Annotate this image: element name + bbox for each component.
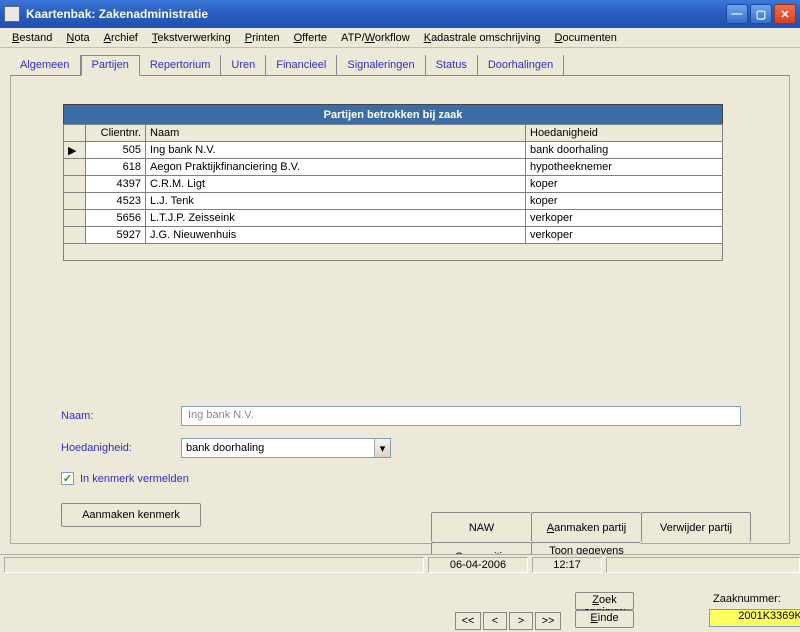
nav-first-button[interactable]: <<	[455, 612, 481, 630]
window-title: Kaartenbak: Zakenadministratie	[26, 7, 726, 21]
menu-archief[interactable]: Archief	[98, 30, 144, 46]
menu-atp[interactable]: ATP/Workflow	[335, 30, 416, 46]
menu-documenten[interactable]: Documenten	[549, 30, 623, 46]
menu-bestand[interactable]: Bestand	[6, 30, 58, 46]
hoedanigheid-value: bank doorhaling	[182, 442, 374, 454]
tabs-row: Algemeen Partijen Repertorium Uren Finan…	[10, 54, 790, 76]
einde-button[interactable]: Einde	[575, 610, 634, 628]
status-time: 12:17	[532, 557, 602, 573]
tab-partijen[interactable]: Partijen	[81, 55, 140, 76]
table-title: Partijen betrokken bij zaak	[63, 104, 723, 124]
naw-button[interactable]: NAW	[431, 512, 531, 542]
aanmaken-partij-button[interactable]: Aanmaken partij	[531, 512, 641, 542]
table-row[interactable]: 5656 L.T.J.P. Zeisseink verkoper	[64, 210, 723, 227]
tab-algemeen[interactable]: Algemeen	[10, 55, 81, 75]
minimize-button[interactable]: —	[726, 4, 748, 24]
zoek-opnieuw-button[interactable]: Zoek opnieuw	[575, 592, 634, 610]
app-icon	[4, 6, 20, 22]
tab-panel: Partijen betrokken bij zaak Clientnr. Na…	[10, 76, 790, 544]
menu-nota[interactable]: Nota	[60, 30, 95, 46]
kenmerk-checkbox-label: In kenmerk vermelden	[80, 473, 189, 485]
hoedanigheid-combobox[interactable]: bank doorhaling ▾	[181, 438, 391, 458]
statusbar: 06-04-2006 12:17	[0, 554, 800, 574]
col-clientnr[interactable]: Clientnr.	[86, 125, 146, 142]
table-row[interactable]: 4397 C.R.M. Ligt koper	[64, 176, 723, 193]
aanmaken-kenmerk-button[interactable]: Aanmaken kenmerk	[61, 503, 201, 527]
col-hoedanigheid[interactable]: Hoedanigheid	[526, 125, 723, 142]
status-seg-right	[606, 557, 800, 573]
hoedanigheid-label: Hoedanigheid:	[61, 442, 181, 454]
menu-tekst[interactable]: Tekstverwerking	[146, 30, 237, 46]
verwijder-partij-button[interactable]: Verwijder partij	[641, 512, 751, 542]
zaaknummer-label: Zaaknummer:	[709, 592, 800, 609]
tab-financieel[interactable]: Financieel	[266, 55, 337, 75]
table-row[interactable]: ▶ 505 Ing bank N.V. bank doorhaling	[64, 142, 723, 159]
titlebar: Kaartenbak: Zakenadministratie — ▢ ✕	[0, 0, 800, 28]
tab-uren[interactable]: Uren	[221, 55, 266, 75]
menu-offerte[interactable]: Offerte	[288, 30, 333, 46]
maximize-button[interactable]: ▢	[750, 4, 772, 24]
row-header-blank	[64, 125, 86, 142]
tab-signaleringen[interactable]: Signaleringen	[337, 55, 425, 75]
menu-kadastrale[interactable]: Kadastrale omschrijving	[418, 30, 547, 46]
party-table[interactable]: Clientnr. Naam Hoedanigheid ▶ 505 Ing ba…	[63, 124, 723, 261]
chevron-down-icon[interactable]: ▾	[374, 439, 390, 457]
tab-status[interactable]: Status	[426, 55, 478, 75]
menubar: Bestand Nota Archief Tekstverwerking Pri…	[0, 28, 800, 48]
naam-input[interactable]: Ing bank N.V.	[181, 406, 741, 426]
table-empty-area	[64, 244, 723, 261]
table-row[interactable]: 5927 J.G. Nieuwenhuis verkoper	[64, 227, 723, 244]
tab-doorhalingen[interactable]: Doorhalingen	[478, 55, 564, 75]
row-selector-icon[interactable]: ▶	[64, 142, 86, 159]
nav-last-button[interactable]: >>	[535, 612, 561, 630]
nav-prev-button[interactable]: <	[483, 612, 507, 630]
tab-repertorium[interactable]: Repertorium	[140, 55, 222, 75]
menu-printen[interactable]: Printen	[239, 30, 286, 46]
nav-next-button[interactable]: >	[509, 612, 533, 630]
status-date: 06-04-2006	[428, 557, 528, 573]
close-button[interactable]: ✕	[774, 4, 796, 24]
zaaknummer-input[interactable]: 2001K3369KR	[709, 609, 800, 627]
col-naam[interactable]: Naam	[146, 125, 526, 142]
naam-label: Naam:	[61, 410, 181, 422]
table-row[interactable]: 618 Aegon Praktijkfinanciering B.V. hypo…	[64, 159, 723, 176]
status-seg-empty	[4, 557, 424, 573]
table-row[interactable]: 4523 L.J. Tenk koper	[64, 193, 723, 210]
kenmerk-checkbox[interactable]: ✓	[61, 472, 74, 485]
